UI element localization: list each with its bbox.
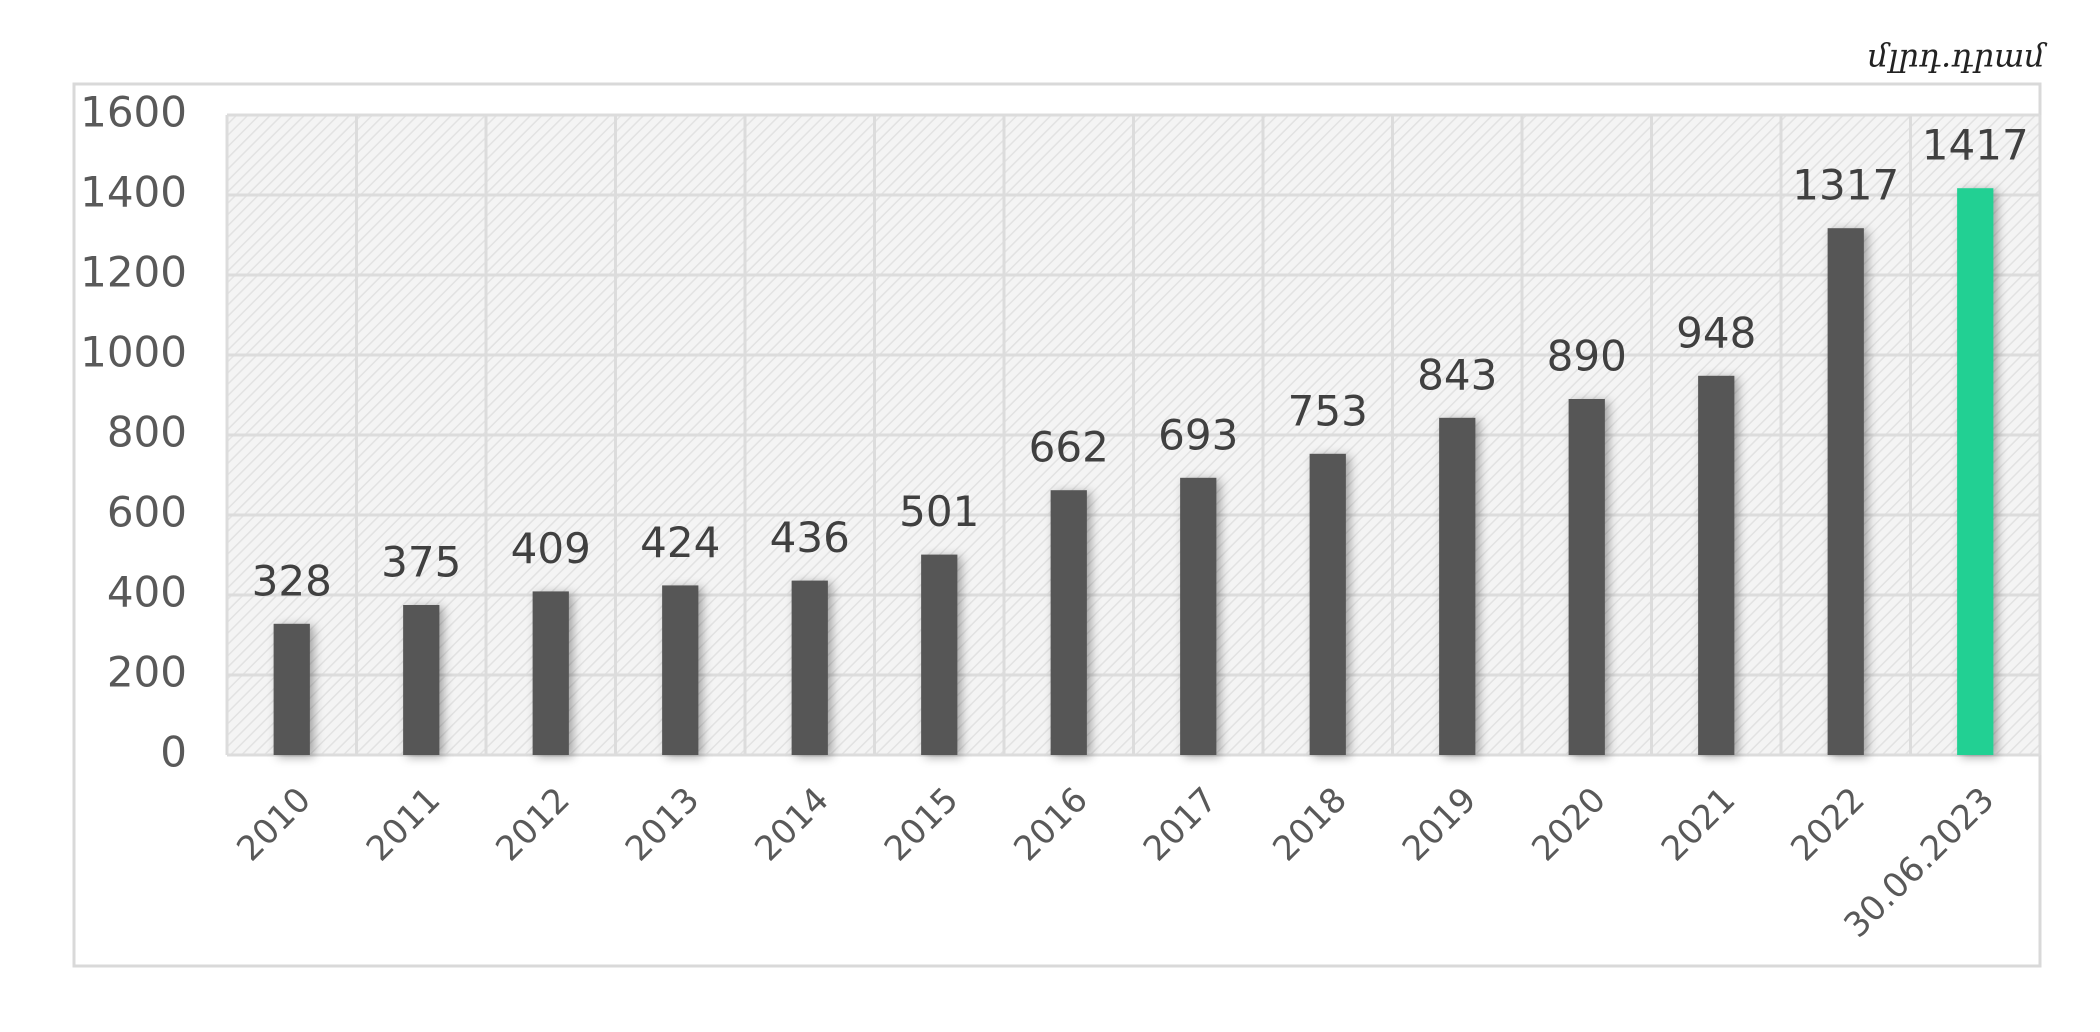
data-label: 1417 <box>1922 121 2029 170</box>
data-label: 693 <box>1158 410 1238 459</box>
data-label: 948 <box>1676 308 1756 357</box>
bar <box>1698 375 1735 755</box>
data-label: 436 <box>770 513 850 562</box>
bar <box>532 591 569 755</box>
y-tick-label: 600 <box>107 488 187 537</box>
y-tick-label: 1200 <box>80 248 187 297</box>
data-label: 375 <box>381 538 461 587</box>
bar <box>403 605 440 755</box>
data-label: 424 <box>640 518 720 567</box>
data-label: 843 <box>1417 350 1497 399</box>
y-tick-label: 200 <box>107 648 187 697</box>
bar <box>1957 188 1994 755</box>
bar <box>1309 453 1346 755</box>
y-tick-label: 1000 <box>80 328 187 377</box>
bar <box>662 585 699 755</box>
bar <box>1180 477 1217 755</box>
bar <box>273 623 310 755</box>
data-label: 501 <box>899 487 979 536</box>
y-tick-label: 1400 <box>80 168 187 217</box>
data-label: 1317 <box>1792 161 1899 210</box>
bar <box>1050 490 1087 755</box>
y-tick-label: 0 <box>160 728 187 777</box>
data-label: 753 <box>1288 386 1368 435</box>
bar <box>791 580 828 755</box>
data-label: 328 <box>252 556 332 605</box>
unit-label: մլրդ.դրամ <box>1868 37 2048 75</box>
y-tick-label: 1600 <box>80 88 187 137</box>
y-tick-label: 400 <box>107 568 187 617</box>
data-label: 409 <box>511 524 591 573</box>
data-label: 890 <box>1547 332 1627 381</box>
y-tick-label: 800 <box>107 408 187 457</box>
data-label: 662 <box>1029 423 1109 472</box>
bar <box>1827 228 1864 755</box>
bar <box>1439 417 1476 755</box>
bar <box>921 554 958 755</box>
bar <box>1568 399 1605 755</box>
